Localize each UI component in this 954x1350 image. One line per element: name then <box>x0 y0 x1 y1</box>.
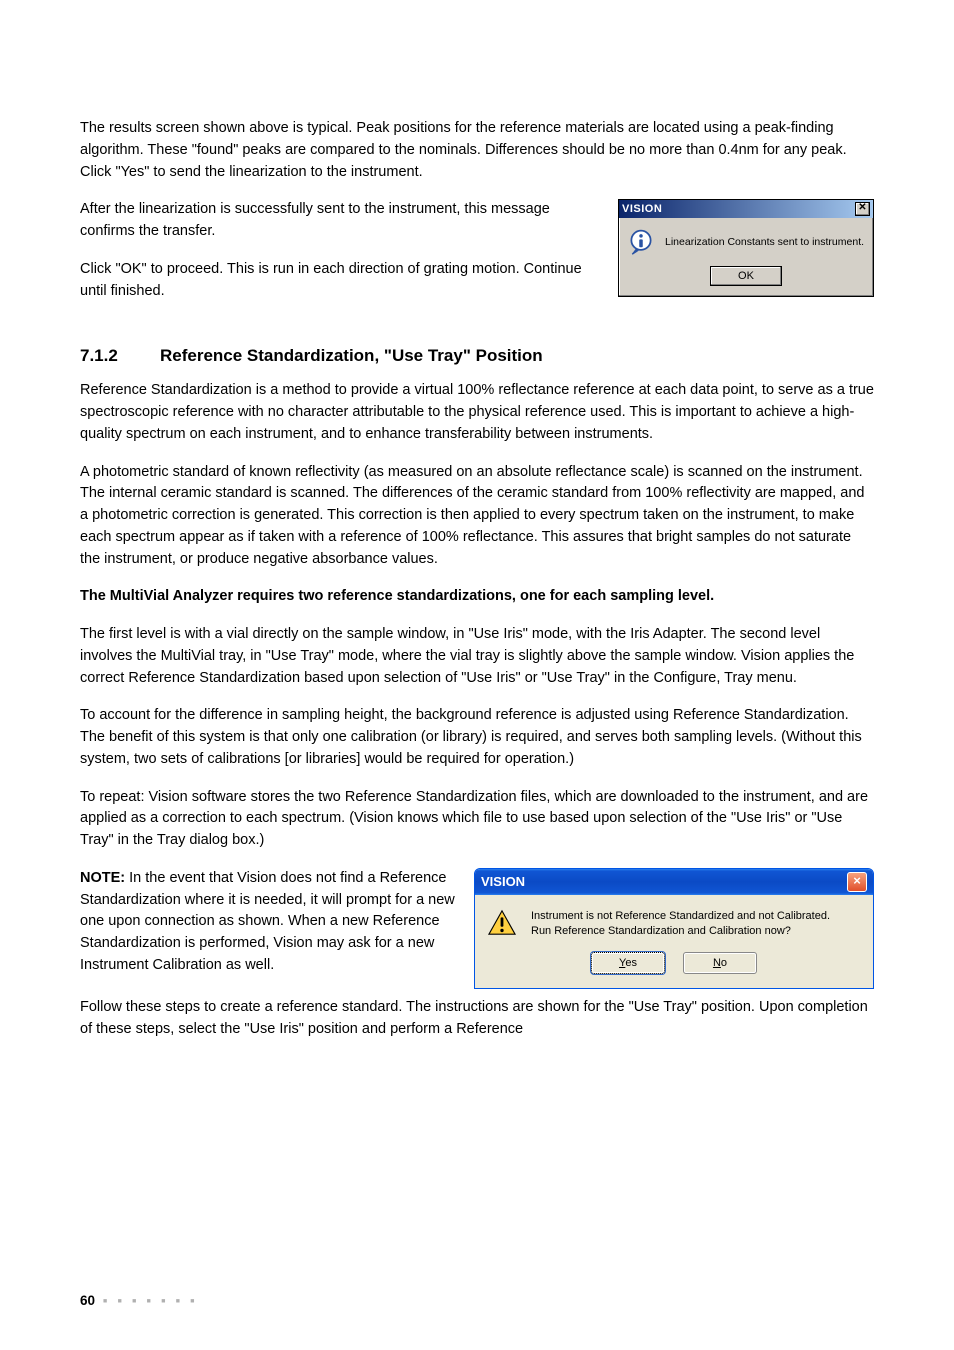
paragraph: The first level is with a vial directly … <box>80 624 874 689</box>
dialog-body: Linearization Constants sent to instrume… <box>619 218 873 264</box>
page-footer: 60 ▪ ▪ ▪ ▪ ▪ ▪ ▪ <box>80 1293 198 1308</box>
paragraph-bold: The MultiVial Analyzer requires two refe… <box>80 586 874 608</box>
section-number: 7.1.2 <box>80 346 160 366</box>
yes-button[interactable]: Yes <box>591 952 665 974</box>
section-title: Reference Standardization, "Use Tray" Po… <box>160 346 543 365</box>
dialog-titlebar: VISION ✕ <box>619 200 873 218</box>
dialog-button-row: Yes No <box>475 946 873 988</box>
paragraph: The results screen shown above is typica… <box>80 118 874 183</box>
linearization-confirm-block: VISION ✕ Linearization Constants sent to… <box>80 199 874 318</box>
dialog-message: Linearization Constants sent to instrume… <box>665 236 864 248</box>
paragraph: A photometric standard of known reflecti… <box>80 462 874 571</box>
close-button[interactable]: × <box>847 872 867 892</box>
warning-icon <box>487 909 517 937</box>
note-text: In the event that Vision does not find a… <box>80 870 455 973</box>
dialog-message-line1: Instrument is not Reference Standardized… <box>531 910 830 922</box>
paragraph: Reference Standardization is a method to… <box>80 380 874 445</box>
info-icon <box>627 228 655 256</box>
note-block: VISION × Instrument is not Reference Sta… <box>80 868 874 998</box>
dialog-button-row: OK <box>619 264 873 296</box>
linearization-dialog: VISION ✕ Linearization Constants sent to… <box>618 199 874 297</box>
page-number: 60 <box>80 1293 95 1308</box>
dialog-title: VISION <box>481 874 525 889</box>
dialog-titlebar: VISION × <box>475 869 873 895</box>
dialog-body: Instrument is not Reference Standardized… <box>475 895 873 947</box>
ok-button[interactable]: OK <box>710 266 782 286</box>
dialog-message-line2: Run Reference Standardization and Calibr… <box>531 925 791 937</box>
dialog-title: VISION <box>622 203 662 215</box>
paragraph: Follow these steps to create a reference… <box>80 997 874 1041</box>
section-heading: 7.1.2Reference Standardization, "Use Tra… <box>80 346 874 366</box>
calibration-prompt-dialog: VISION × Instrument is not Reference Sta… <box>474 868 874 990</box>
footer-dots-icon: ▪ ▪ ▪ ▪ ▪ ▪ ▪ <box>103 1293 198 1308</box>
paragraph: To account for the difference in samplin… <box>80 705 874 770</box>
note-label: NOTE: <box>80 870 125 886</box>
dialog-message: Instrument is not Reference Standardized… <box>531 909 830 939</box>
close-button[interactable]: ✕ <box>855 202 870 216</box>
no-button[interactable]: No <box>683 952 757 974</box>
paragraph: To repeat: Vision software stores the tw… <box>80 787 874 852</box>
